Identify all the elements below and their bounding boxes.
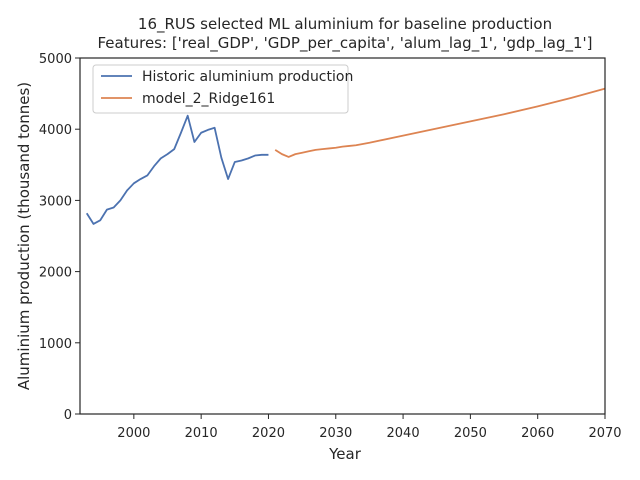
y-tick-label: 4000 <box>39 123 72 138</box>
x-tick-label: 2040 <box>387 426 420 441</box>
plot-frame <box>79 57 606 415</box>
y-tick-label: 3000 <box>39 194 72 209</box>
series-line-1 <box>274 87 606 158</box>
legend-box <box>92 64 349 114</box>
legend-label-model: model_2_Ridge161 <box>142 91 275 107</box>
y-tick-label: 2000 <box>39 266 72 281</box>
x-axis: 2000 2010 2020 2030 2040 2050 2060 2070 <box>117 414 622 441</box>
y-axis: 0 1000 2000 3000 4000 5000 <box>39 52 80 423</box>
x-tick-label: 2050 <box>454 426 487 441</box>
y-tick-label: 0 <box>64 408 72 423</box>
x-axis-label: Year <box>328 445 362 463</box>
series-line-0 <box>85 114 269 225</box>
y-axis-label: Aluminium production (thousand tonnes) <box>15 82 33 390</box>
legend-label-historic: Historic aluminium production <box>142 69 353 85</box>
legend: Historic aluminium production model_2_Ri… <box>92 64 353 114</box>
chart-title: 16_RUS selected ML aluminium for baselin… <box>138 15 552 34</box>
x-tick-label: 2010 <box>185 426 218 441</box>
x-tick-label: 2060 <box>521 426 554 441</box>
x-tick-label: 2030 <box>319 426 352 441</box>
plot-area <box>85 87 606 225</box>
y-tick-label: 1000 <box>39 337 72 352</box>
y-tick-label: 5000 <box>39 52 72 67</box>
x-tick-label: 2000 <box>117 426 150 441</box>
x-tick-label: 2020 <box>252 426 285 441</box>
x-tick-label: 2070 <box>588 426 621 441</box>
chart-subtitle: Features: ['real_GDP', 'GDP_per_capita',… <box>98 34 593 53</box>
